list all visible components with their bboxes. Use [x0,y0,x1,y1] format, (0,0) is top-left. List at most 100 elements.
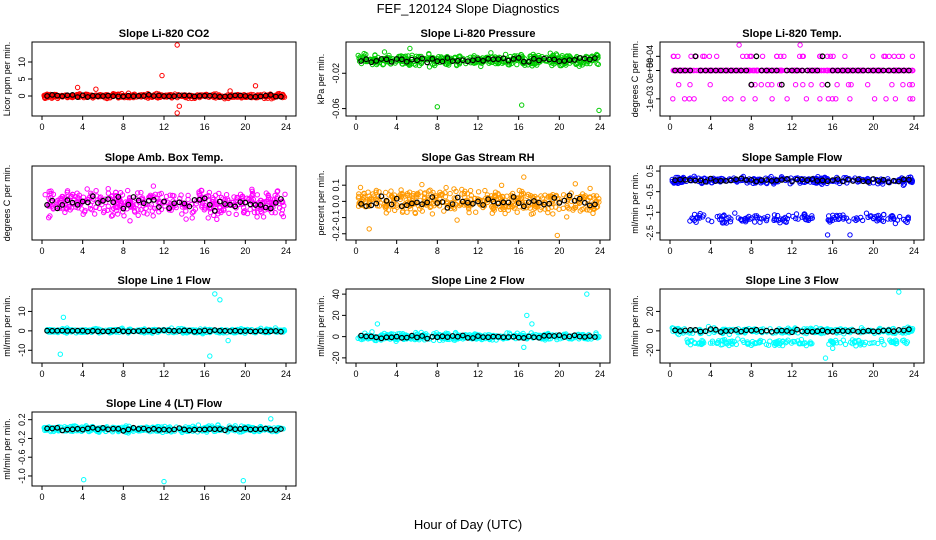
data-point [398,53,404,59]
data-point [443,61,450,68]
data-point [279,199,285,205]
data-point [249,193,255,199]
mean-point [778,176,785,183]
data-point [835,216,842,223]
x-tick-label: 24 [595,369,605,379]
y-tick-label: 0.0 [331,195,341,208]
data-point [48,199,54,205]
data-series [44,291,288,359]
data-point [498,195,504,202]
mean-point [363,203,370,210]
x-tick-label: 12 [159,369,169,379]
mean-point [444,204,451,211]
data-point [700,53,706,59]
mean-point [551,56,558,63]
mean-point [763,327,770,334]
x-tick-label: 4 [708,369,713,379]
data-point [71,197,77,203]
data-point [231,194,237,200]
mean-point [556,332,563,339]
data-point [848,82,854,88]
data-point [442,190,448,196]
data-point [593,193,600,199]
mean-point [186,203,193,210]
x-tick-label: 16 [828,369,838,379]
data-point [398,187,404,193]
mean-point [201,327,208,334]
data-point [441,208,447,214]
outlier-point [407,45,413,52]
mean-point [510,56,517,62]
data-point [550,201,556,207]
data-point [407,206,414,212]
data-point [144,211,150,217]
data-point [896,53,902,59]
data-point [406,192,412,198]
data-point [48,190,54,197]
data-point [202,205,208,211]
y-tick-label: 5 [17,76,27,81]
mean-point [181,426,188,433]
mean-point [804,177,811,184]
data-point [709,218,715,225]
outlier-point [252,83,259,89]
data-point [478,63,484,70]
data-point [417,189,423,195]
outlier-point [554,232,560,239]
mean-point [278,426,284,432]
x-tick-label: 12 [787,246,797,256]
outlier-point [207,353,213,359]
mean-point [900,327,907,334]
x-tick-label: 24 [281,122,291,132]
data-point [870,53,876,59]
data-point [251,209,258,216]
mean-point [470,335,476,341]
y-axis-label: ml/min per min. [2,295,12,357]
data-point [830,339,836,345]
mean-point [171,200,178,207]
data-point [369,329,375,335]
mean-point [753,178,760,185]
outlier-point [268,416,274,422]
data-point [145,95,151,101]
mean-point [403,334,410,341]
mean-point [454,194,461,201]
data-point [396,330,403,337]
data-point [254,192,260,198]
y-tick-label: -10 [17,344,27,357]
mean-point [758,328,765,335]
mean-point [753,326,760,333]
mean-point [262,92,269,99]
y-tick-label: 0e+00 [645,58,655,83]
data-point [900,182,907,188]
data-point [769,96,775,102]
y-axis-label: kPa per min. [316,54,326,105]
data-point [92,211,98,217]
data-point [583,59,589,65]
outlier-point [529,321,535,327]
mean-point [216,198,223,205]
mean-point [94,199,101,206]
data-point [797,341,803,347]
mean-point [262,204,269,211]
data-point [858,214,864,221]
data-point [461,191,468,197]
outlier-point [521,344,527,350]
outlier-point [225,337,231,344]
x-tick-label: 24 [595,246,605,256]
data-point [464,56,471,62]
data-point [216,190,222,197]
data-point [545,194,551,200]
y-axis-label: ml/min per min. [2,418,12,480]
data-point [721,213,727,219]
data-point [169,192,176,199]
data-point [809,326,815,332]
y-tick-label: 0.5 [645,165,655,178]
data-point [744,339,751,345]
mean-point [434,334,441,341]
data-point [577,208,583,214]
mean-point [363,56,370,63]
mean-point [242,199,249,206]
data-point [892,96,899,102]
